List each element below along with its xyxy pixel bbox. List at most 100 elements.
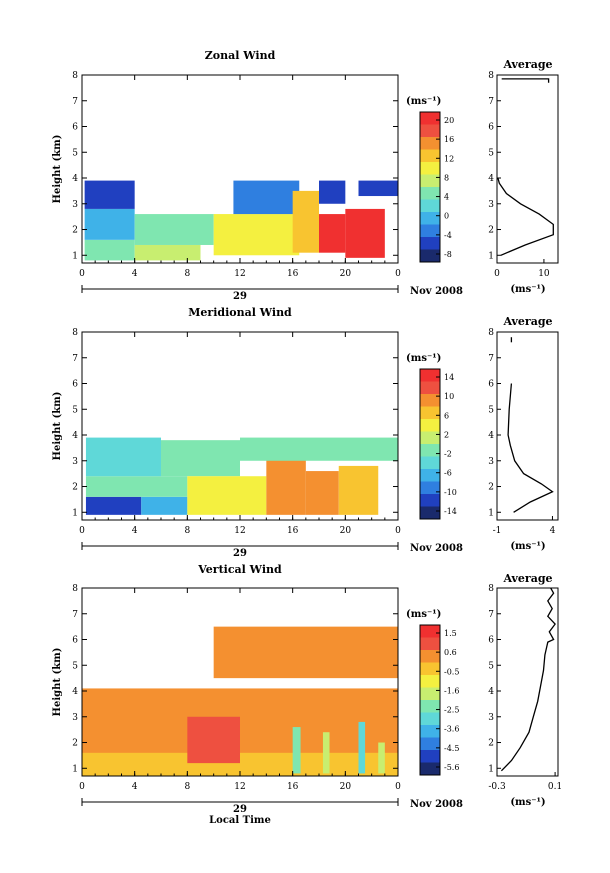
field-cell: [84, 239, 135, 261]
avg-axes-vertical: 1 2 3 4 5 6 7 8 -0.3 0.1: [488, 584, 562, 792]
avg-y-tick-label: 6: [488, 636, 494, 646]
avg-profile-line: [497, 177, 554, 256]
date-label-meridional: Nov 2008: [410, 543, 463, 554]
y-tick-label: 1: [72, 508, 78, 518]
colorbar-segment: [420, 456, 440, 470]
avg-profile-meridional: [507, 337, 554, 513]
colorbar-segment: [420, 725, 440, 738]
avg-y-tick-label: 4: [488, 174, 494, 184]
date-label-vertical: Nov 2008: [410, 799, 463, 810]
avg-y-tick-label: 7: [488, 354, 494, 364]
y-tick-label: 6: [72, 380, 78, 390]
colorbar-frame: [419, 111, 441, 263]
field-cell: [134, 214, 214, 245]
avg-profile-zonal: [497, 78, 554, 256]
day-label-zonal: 29: [233, 291, 247, 302]
avg-xlabel-vertical: (ms⁻¹): [510, 797, 545, 808]
ylabel-meridional: Height (km): [52, 392, 63, 461]
colorbar-segment: [420, 494, 440, 507]
y-tick-label: 1: [72, 251, 78, 261]
avg-x-tick-label: 0.1: [548, 782, 562, 792]
field-cell: [213, 214, 300, 256]
field-cell: [141, 496, 188, 515]
avg-y-tick-label: 1: [488, 764, 494, 774]
y-tick-label: 3: [72, 457, 78, 467]
colorbar-segment: [420, 124, 440, 138]
colorbar-segment: [420, 112, 440, 125]
y-tick-label: 3: [72, 713, 78, 723]
avg-y-tick-label: 2: [488, 739, 494, 749]
field-cell: [322, 732, 330, 774]
field-cell: [292, 727, 301, 774]
y-tick-label: 3: [72, 200, 78, 210]
x-tick-label: 12: [234, 269, 245, 279]
colorbar-segment: [420, 662, 440, 676]
field-cell: [85, 476, 188, 497]
avg-profile-line: [507, 383, 554, 513]
avg-y-tick-label: 7: [488, 610, 494, 620]
x-tick-label: 8: [184, 782, 190, 792]
avg-x-tick-label: 0: [494, 269, 500, 279]
field-cell: [358, 180, 398, 197]
avg-y-tick-label: 7: [488, 97, 494, 107]
avg-x-tick-label: 10: [538, 269, 550, 279]
y-tick-label: 6: [72, 636, 78, 646]
avg-profile-line: [500, 588, 556, 772]
x-tick-label: 0: [395, 526, 401, 536]
timeline-zonal: [81, 285, 399, 293]
colorbar-segment: [420, 224, 440, 238]
avg-y-tick-label: 4: [488, 687, 494, 697]
avg-y-tick-label: 3: [488, 457, 494, 467]
avg-y-tick-label: 2: [488, 483, 494, 493]
colorbar-tick-label: -2.5: [444, 706, 459, 715]
colorbar-segment: [420, 381, 440, 395]
colorbar-tick-label: -3.6: [444, 725, 459, 734]
field-cell: [187, 476, 267, 515]
colorbar-segment: [420, 174, 440, 188]
colorbar-segment: [420, 249, 440, 263]
avg-axes-zonal: 1 2 3 4 5 6 7 8 0 10: [488, 71, 550, 279]
colorbar-segment: [420, 700, 440, 713]
field-cell: [84, 208, 135, 240]
avg-y-tick-label: 4: [488, 431, 494, 441]
avg-y-tick-label: 3: [488, 200, 494, 210]
field-cell: [378, 742, 385, 774]
x-tick-label: 20: [340, 782, 352, 792]
colorbar-tick-label: -6: [444, 469, 452, 478]
y-tick-label: 2: [72, 226, 78, 236]
colorbar-segment: [420, 762, 440, 776]
avg-frame-meridional: [496, 331, 559, 521]
timeline-vertical: [81, 798, 399, 806]
field-cell: [161, 440, 240, 477]
avg-y-tick-label: 2: [488, 226, 494, 236]
colorbar-segment: [420, 187, 440, 200]
avg-x-tick-label: -1: [493, 526, 502, 536]
avg-xlabel-zonal: (ms⁻¹): [510, 284, 545, 295]
colorbar-segment: [420, 506, 440, 520]
colorbar-segment: [420, 625, 440, 638]
colorbar-tick-label: -2: [444, 450, 452, 459]
field-cell: [187, 716, 240, 764]
day-label-vertical: 29: [233, 804, 247, 815]
y-tick-label: 7: [72, 97, 78, 107]
colorbar-frame: [419, 624, 441, 776]
field-cell: [85, 437, 161, 477]
colorbar-segment: [420, 162, 440, 175]
avg-y-tick-label: 5: [488, 148, 494, 158]
y-tick-label: 4: [72, 687, 78, 697]
colorbar-vertical: 1.5 0.6 -0.5 -1.6 -2.5 -3.6 -4.5 -5.6: [419, 624, 459, 776]
x-tick-label: 0: [79, 526, 85, 536]
field-cell: [319, 214, 346, 253]
colorbar-segment: [420, 444, 440, 457]
title-zonal: Zonal Wind: [205, 49, 276, 62]
x-tick-label: 0: [395, 782, 401, 792]
x-tick-label: 0: [79, 269, 85, 279]
colorbar-segment: [420, 737, 440, 751]
colorbar-segment: [420, 369, 440, 382]
colorbar-segment: [420, 637, 440, 651]
y-tick-label: 8: [72, 584, 78, 594]
avg-title-zonal: Average: [502, 58, 552, 71]
